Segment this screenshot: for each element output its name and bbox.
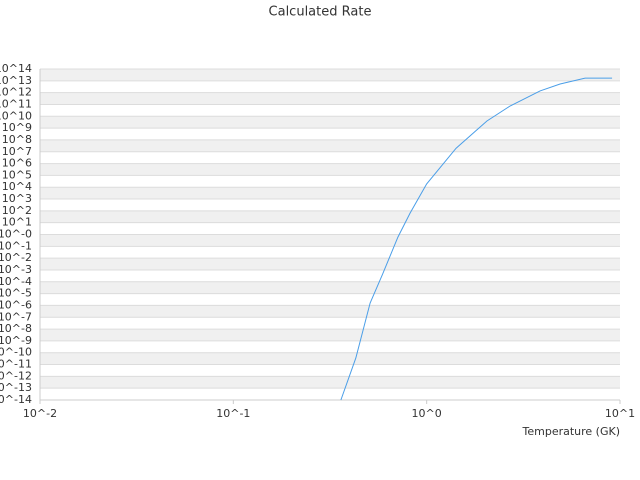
y-tick-label: 10^-13 (0, 381, 32, 394)
grid-band (40, 139, 620, 152)
x-axis-label: Temperature (GK) (522, 425, 621, 438)
y-tick-label: 10^13 (0, 74, 32, 87)
y-tick-label: 10^12 (0, 86, 32, 99)
y-tick-label: 10^-11 (0, 358, 32, 371)
chart-title: Calculated Rate (269, 5, 372, 20)
y-tick-label: 10^14 (0, 62, 32, 75)
grid-band (40, 69, 620, 81)
y-tick-label: 10^-6 (0, 298, 32, 311)
grid-band (40, 258, 620, 270)
y-tick-label: 10^-7 (0, 310, 32, 323)
grid-band (40, 210, 620, 223)
grid-band (40, 116, 620, 129)
x-tick-label: 10^-2 (23, 407, 57, 420)
y-tick-label: 10^6 (2, 157, 32, 170)
y-tick-label: 10^-10 (0, 346, 32, 359)
x-tick-label: 10^1 (605, 407, 635, 420)
y-tick-label: 10^-2 (0, 251, 32, 264)
x-tick-label: 10^0 (412, 407, 442, 420)
y-tick-label: 10^-4 (0, 275, 32, 288)
grid-band (40, 92, 620, 105)
grid-band (40, 187, 620, 200)
data-line (340, 77, 613, 401)
y-tick-label: 10^-8 (0, 322, 32, 335)
y-tick-label: 10^1 (2, 216, 32, 229)
y-tick-label: 10^-3 (0, 263, 32, 276)
y-tick-label: 10^9 (2, 121, 32, 134)
grid-band (40, 305, 620, 318)
y-tick-label: 10^-12 (0, 369, 32, 382)
grid-band (40, 163, 620, 176)
y-tick-label: 10^8 (2, 133, 32, 146)
y-tick-label: 10^4 (2, 180, 32, 193)
y-tick-label: 10^-14 (0, 393, 32, 406)
y-tick-label: 10^7 (2, 145, 32, 158)
grid-band (40, 352, 620, 365)
grid-band (40, 281, 620, 294)
grid-band (40, 329, 620, 341)
y-tick-label: 10^11 (0, 97, 32, 110)
grid-band (40, 376, 620, 389)
y-tick-label: 10^-0 (0, 228, 32, 241)
x-tick-label: 10^-1 (216, 407, 250, 420)
y-tick-label: 10^-1 (0, 239, 32, 252)
y-tick-label: 10^3 (2, 192, 32, 205)
y-tick-label: 10^10 (0, 109, 32, 122)
y-tick-label: 10^5 (2, 168, 32, 181)
y-tick-label: 10^-5 (0, 287, 32, 300)
y-tick-label: 10^2 (2, 204, 32, 217)
y-tick-label: 10^-9 (0, 334, 32, 347)
grid-band (40, 234, 620, 247)
